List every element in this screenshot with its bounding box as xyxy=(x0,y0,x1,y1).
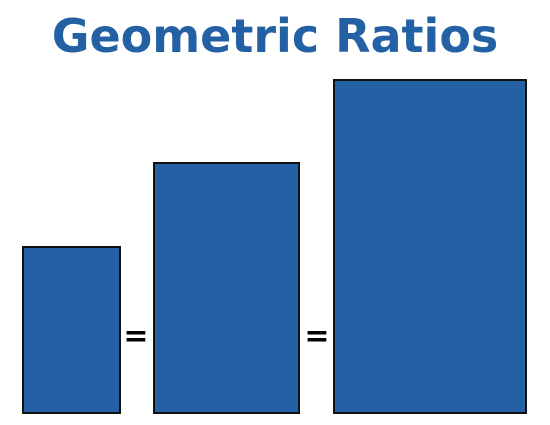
large-rectangle xyxy=(333,79,527,414)
small-rectangle xyxy=(22,246,121,414)
medium-rectangle xyxy=(153,162,300,414)
equals-sign: = xyxy=(304,319,329,354)
equals-sign: = xyxy=(123,319,148,354)
title: Geometric Ratios xyxy=(52,9,499,63)
